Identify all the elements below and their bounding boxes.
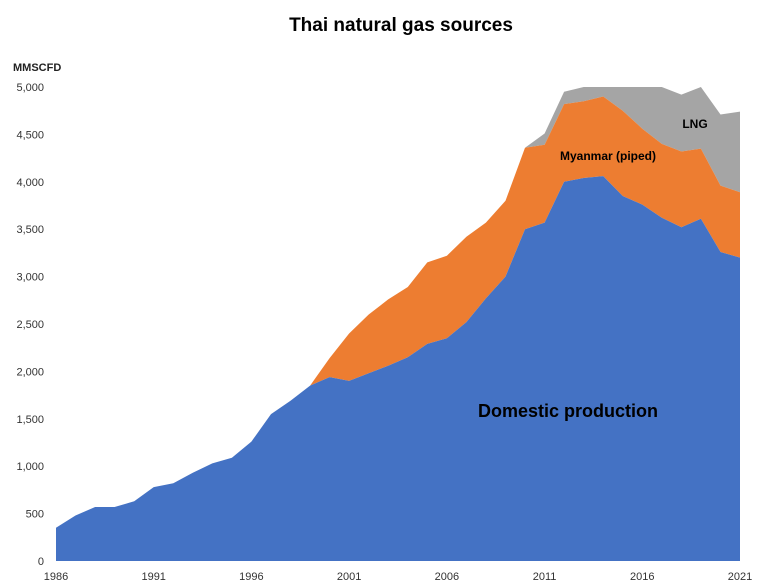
y-tick-label: 4,000 [16,177,44,189]
series-labels: Domestic production Myanmar (piped) LNG [478,117,708,421]
y-tick-label: 3,000 [16,272,44,284]
area-series-group [56,87,740,561]
y-tick-label: 3,500 [16,224,44,236]
chart-title: Thai natural gas sources [289,15,513,36]
series-label-domestic-production: Domestic production [478,401,658,421]
y-tick-label: 2,000 [16,366,44,378]
area-domestic-production [56,176,740,561]
y-tick-label: 4,500 [16,129,44,141]
x-axis-ticks: 1986 1991 1996 2001 2006 2011 2016 2021 [44,571,752,583]
y-tick-label: 1,500 [16,414,44,426]
area-myanmar-piped [56,96,740,528]
x-tick-label: 2021 [728,571,752,583]
x-tick-label: 1991 [141,571,165,583]
y-tick-label: 500 [26,509,44,521]
x-tick-label: 2001 [337,571,361,583]
x-tick-label: 1986 [44,571,68,583]
y-tick-label: 0 [38,556,44,568]
y-tick-label: 5,000 [16,82,44,94]
series-label-lng: LNG [682,117,707,131]
y-tick-label: 1,000 [16,461,44,473]
x-tick-label: 2006 [435,571,459,583]
area-lng [56,87,740,528]
x-tick-label: 2016 [630,571,654,583]
y-tick-label: 2,500 [16,319,44,331]
x-tick-label: 1996 [239,571,263,583]
y-axis-unit-label: MMSCFD [13,62,61,74]
x-tick-label: 2011 [533,571,557,583]
series-label-myanmar-piped: Myanmar (piped) [560,149,656,163]
y-axis-ticks: 0 500 1,000 1,500 2,000 2,500 3,000 3,500 4,000 4… [16,82,44,568]
